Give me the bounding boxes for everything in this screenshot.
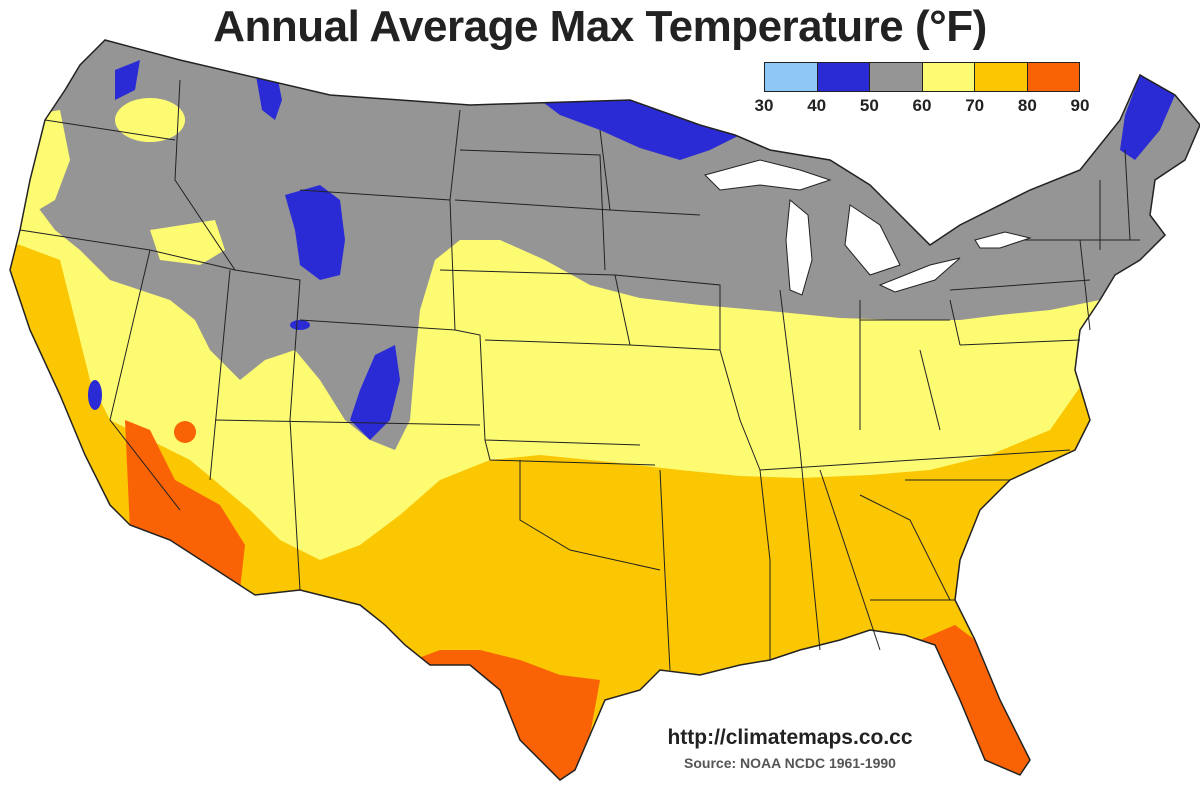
legend-tick-label: 60: [912, 96, 932, 115]
legend-bin-60-70: [922, 63, 975, 91]
zone-80-90-texas: [400, 650, 600, 780]
lake-superior: [704, 159, 832, 191]
zone-80-90-florida: [920, 625, 1030, 775]
zone-40-50-sierra: [88, 380, 102, 410]
source-url: http://climatemaps.co.cc: [667, 726, 913, 749]
source-credit: Source: NOAA NCDC 1961-1990: [684, 755, 896, 771]
lake-ontario: [974, 231, 1032, 249]
legend-bin-50-60: [870, 63, 923, 91]
zone-40-50-utah: [290, 320, 310, 330]
great-lakes: [704, 159, 1032, 296]
color-legend: 30 40 50 60 70 80 90: [755, 62, 1090, 122]
legend-bin-80-90: [1027, 63, 1079, 91]
legend-color-bar: [764, 62, 1080, 92]
legend-bin-30-40: [765, 63, 818, 91]
legend-tick-label: 80: [1017, 96, 1037, 115]
legend-tick-label: 70: [965, 96, 985, 115]
legend-tick-label: 90: [1070, 96, 1090, 115]
legend-tick-labels: 30 40 50 60 70 80 90: [755, 96, 1090, 122]
zone-40-50-wash: [115, 60, 140, 100]
legend-tick-label: 40: [807, 96, 827, 115]
lake-erie: [878, 257, 961, 293]
legend-tick-label: 30: [754, 96, 774, 115]
zone-40-50-maine: [1120, 75, 1175, 160]
lake-michigan: [785, 199, 813, 296]
legend-bin-70-80: [975, 63, 1028, 91]
zone-40-50-colorado: [350, 345, 400, 440]
zone-80-90-southwest: [125, 420, 245, 590]
legend-tick-label: 50: [859, 96, 879, 115]
zone-40-50-minnesota: [540, 98, 740, 160]
state-boundaries: [9, 39, 1200, 781]
zone-60-70-pocket: [115, 98, 185, 142]
zone-60-70-pocket: [150, 220, 225, 265]
lake-huron: [844, 204, 901, 276]
zone-40-50-wyoming: [285, 185, 345, 280]
zone-80-90-nevada: [174, 421, 196, 443]
map-title: Annual Average Max Temperature (°F): [213, 2, 987, 51]
legend-bin-40-50: [817, 63, 870, 91]
